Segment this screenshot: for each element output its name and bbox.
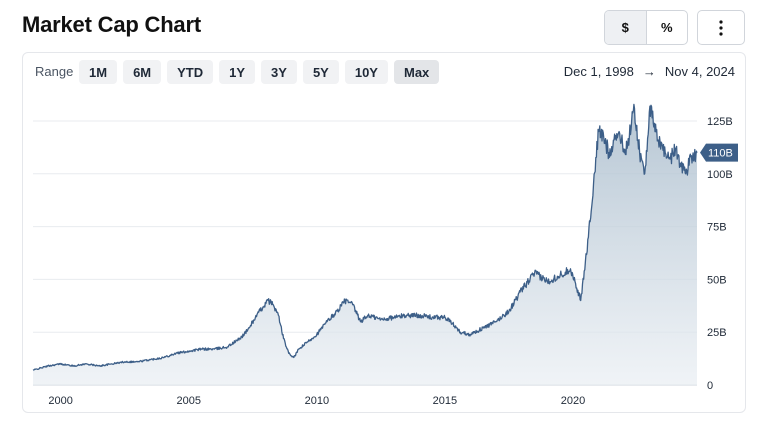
range-button-ytd[interactable]: YTD (167, 60, 214, 84)
range-button-3y[interactable]: 3Y (261, 60, 297, 84)
x-tick-label: 2020 (561, 395, 585, 407)
x-tick-label: 2000 (48, 395, 72, 407)
last-value-label: 110B (708, 148, 733, 160)
area-fill (33, 104, 697, 386)
start-date: Dec 1, 1998 (563, 64, 634, 79)
more-vertical-icon (719, 19, 723, 36)
more-options-button[interactable] (697, 10, 745, 45)
range-button-max[interactable]: Max (393, 60, 440, 84)
y-tick-label: 25B (707, 327, 727, 339)
page-title: Market Cap Chart (22, 12, 201, 37)
range-label: Range (35, 64, 74, 79)
percent-unit-button[interactable]: % (660, 20, 673, 35)
y-tick-label: 125B (707, 116, 733, 128)
x-tick-label: 2005 (177, 395, 201, 407)
arrow-right-icon: → (642, 64, 656, 79)
axis-labels: 0 25B 50B 75B 100B 125B 2000 2005 2010 2015 2020 11… (48, 116, 738, 407)
area-layer (32, 103, 698, 386)
range-button-1m[interactable]: 1M (79, 60, 118, 84)
x-tick-label: 2015 (433, 395, 457, 407)
range-button-1y[interactable]: 1Y (219, 60, 256, 84)
date-range[interactable]: Dec 1, 1998 → Nov 4, 2024 (564, 64, 735, 79)
range-button-10y[interactable]: 10Y (344, 60, 388, 84)
last-value-marker (700, 143, 738, 162)
y-tick-label: 0 (707, 380, 713, 392)
range-buttons: 1M 6M YTD 1Y 3Y 5Y 10Y Max (79, 60, 440, 84)
y-tick-label: 75B (707, 222, 727, 234)
y-tick-label: 100B (707, 169, 733, 181)
dollar-unit-button[interactable]: $ (605, 11, 647, 44)
chart-card: Range 1M 6M YTD 1Y 3Y 5Y 10Y Max Dec 1, … (22, 52, 746, 413)
range-button-6m[interactable]: 6M (123, 60, 162, 84)
series-line (32, 103, 698, 371)
end-date: Nov 4, 2024 (664, 64, 735, 79)
y-tick-label: 50B (707, 274, 727, 286)
x-tick-label: 2010 (305, 395, 329, 407)
unit-toggle: $ % (604, 10, 688, 45)
range-button-5y[interactable]: 5Y (302, 60, 339, 84)
